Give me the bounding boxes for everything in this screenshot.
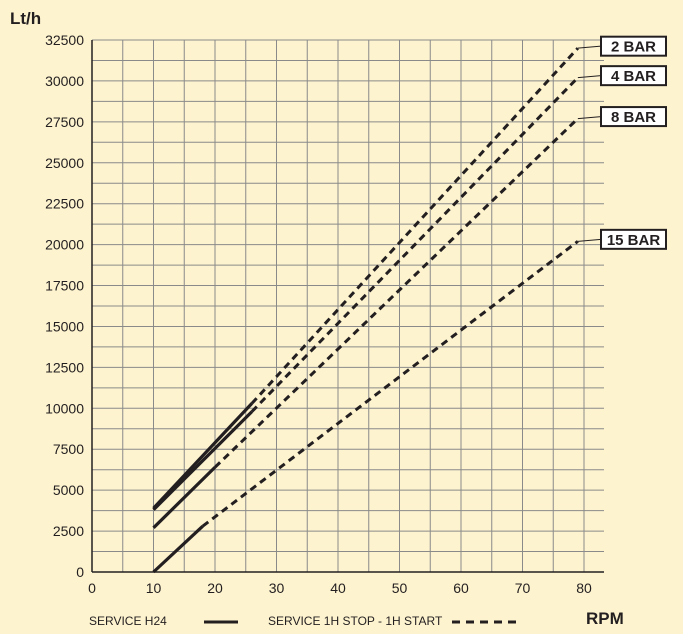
tick-labels: 0 2500 5000 7500 10000 12500 15000 17500 20000 22… xyxy=(45,32,592,596)
x-tick-label: 30 xyxy=(269,580,285,596)
series-label-2-bar: 2 BAR xyxy=(611,39,656,56)
series-line-dashed-2-bar xyxy=(250,47,579,405)
y-tick-label: 5000 xyxy=(53,482,84,498)
x-tick-label: 10 xyxy=(146,580,162,596)
series-labels: 2 BAR 4 BAR 8 BAR 15 BAR xyxy=(577,35,667,250)
y-tick-label: 20000 xyxy=(45,237,84,253)
series-label-leader xyxy=(577,238,602,242)
series-label-4-bar: 4 BAR xyxy=(611,68,656,85)
series-label-15-bar: 15 BAR xyxy=(607,232,661,249)
x-tick-label: 50 xyxy=(392,580,408,596)
grid xyxy=(91,39,604,573)
y-tick-label: 17500 xyxy=(45,278,84,294)
series-label-box-8-bar xyxy=(600,106,667,128)
series-line-solid-4-bar xyxy=(152,410,254,511)
x-axis-title: RPM xyxy=(586,609,624,628)
x-tick-label: 20 xyxy=(207,580,223,596)
y-tick-label: 10000 xyxy=(45,400,84,416)
series-line-dashed-4-bar xyxy=(250,76,579,413)
series-line-solid-8-bar xyxy=(152,466,217,529)
y-tick-label: 27500 xyxy=(45,114,84,130)
y-axis-title: Lt/h xyxy=(10,9,41,28)
series-label-leader xyxy=(577,45,602,49)
x-tick-label: 60 xyxy=(453,580,469,596)
series-label-box-2-bar xyxy=(600,35,667,57)
legend: SERVICE H24 SERVICE 1H STOP - 1H START xyxy=(89,614,517,628)
y-tick-label: 2500 xyxy=(53,523,84,539)
x-tick-label: 0 xyxy=(88,580,96,596)
series-label-box-15-bar xyxy=(600,228,667,250)
y-tick-label: 22500 xyxy=(45,196,84,212)
series-label-leader xyxy=(577,75,602,79)
y-tick-label: 25000 xyxy=(45,155,84,171)
y-tick-label: 32500 xyxy=(45,32,84,48)
x-tick-label: 40 xyxy=(330,580,346,596)
series-line-solid-2-bar xyxy=(152,402,254,510)
y-tick-label: 7500 xyxy=(53,441,84,457)
series-label-8-bar: 8 BAR xyxy=(611,109,656,126)
y-tick-label: 12500 xyxy=(45,359,84,375)
series-line-dashed-8-bar xyxy=(213,117,579,469)
x-tick-label: 80 xyxy=(576,580,592,596)
y-tick-label: 15000 xyxy=(45,318,84,334)
series-line-solid-15-bar xyxy=(152,524,204,574)
y-tick-label: 30000 xyxy=(45,73,84,89)
series-label-box-4-bar xyxy=(600,65,667,87)
legend-label-solid: SERVICE H24 xyxy=(89,614,167,628)
series-lines xyxy=(152,47,579,574)
y-tick-label: 0 xyxy=(76,564,84,580)
series-label-leader xyxy=(577,116,602,120)
x-tick-label: 70 xyxy=(515,580,531,596)
series-line-dashed-15-bar xyxy=(201,240,579,528)
legend-label-dashed: SERVICE 1H STOP - 1H START xyxy=(268,614,443,628)
